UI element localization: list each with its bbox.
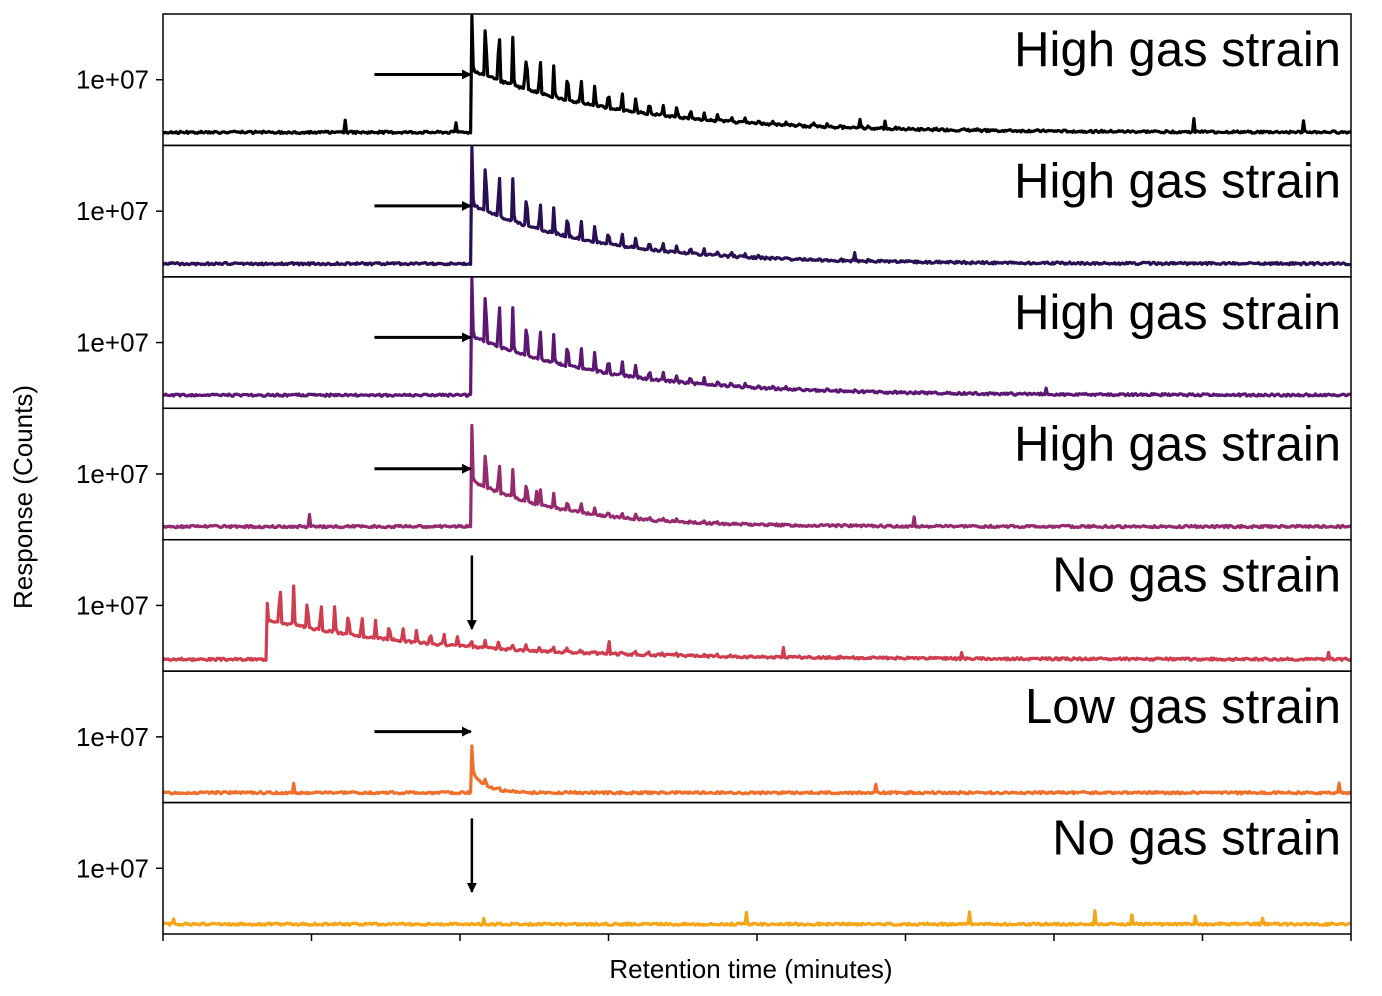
series-line-3 [163,277,1351,398]
y-tick-label-7: 1e+07 [76,853,149,883]
panel-label-4: High gas strain [1014,417,1341,471]
series-line-2 [163,145,1351,267]
y-tick-label-3: 1e+07 [76,328,149,358]
panels-group: 1e+07 High gas strain 1e+07 High gas strain… [76,13,1352,935]
y-tick-label-6: 1e+07 [76,722,149,752]
y-axis-label: Response (Counts) [8,385,38,609]
panel-label-5: No gas strain [1052,549,1341,603]
x-axis-label: Retention time (minutes) [609,954,892,984]
series-line-1 [163,14,1351,135]
x-axis [162,934,1352,941]
series-line-4 [163,423,1351,530]
panel-label-1: High gas strain [1014,23,1341,77]
y-tick-label-5: 1e+07 [76,590,149,620]
panel-label-3: High gas strain [1014,286,1341,340]
series-line-5 [163,584,1351,663]
y-tick-label-2: 1e+07 [76,196,149,226]
panel-label-7: No gas strain [1052,812,1341,866]
series-line-6 [163,744,1351,796]
panel-label-6: Low gas strain [1025,680,1341,734]
series-line-7 [163,909,1351,927]
panel-label-2: High gas strain [1014,154,1341,208]
y-tick-label-1: 1e+07 [76,65,149,95]
y-tick-label-4: 1e+07 [76,459,149,489]
